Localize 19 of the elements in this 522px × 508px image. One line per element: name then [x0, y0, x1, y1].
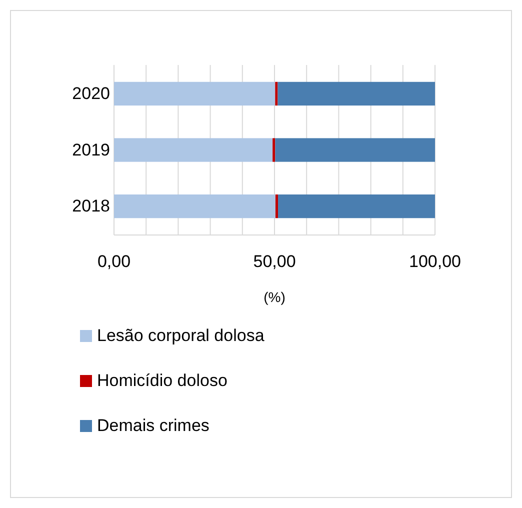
- y-tick-label: 2019: [72, 140, 110, 160]
- legend-label: Demais crimes: [97, 416, 210, 435]
- bar: [275, 82, 278, 106]
- y-tick-label: 2018: [72, 196, 110, 216]
- y-tick-label: 2020: [72, 84, 110, 104]
- bar: [275, 138, 435, 162]
- bar: [275, 194, 278, 218]
- bar: [114, 194, 276, 218]
- x-tick-label: 100,00: [409, 252, 461, 272]
- bar: [114, 82, 276, 106]
- legend-label: Lesão corporal dolosa: [97, 326, 265, 345]
- x-axis-title: (%): [264, 289, 286, 305]
- legend-label: Homicídio doloso: [97, 371, 228, 390]
- bar: [114, 138, 273, 162]
- bar: [278, 82, 435, 106]
- x-tick-label: 50,00: [253, 252, 296, 272]
- x-tick-label: 0,00: [97, 252, 131, 272]
- bar: [272, 138, 276, 162]
- bar: [278, 194, 435, 218]
